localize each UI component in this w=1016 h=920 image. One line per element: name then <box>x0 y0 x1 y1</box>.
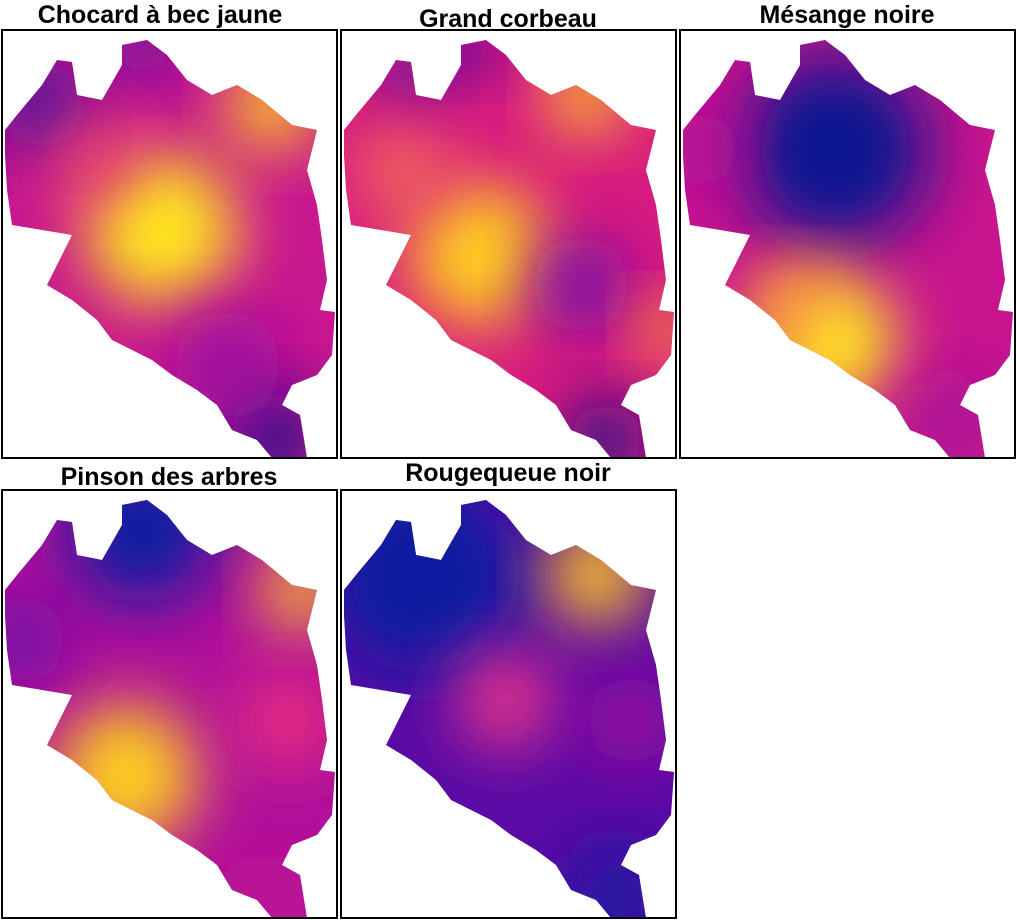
map-panel <box>340 489 677 919</box>
heatmap-blob <box>5 595 67 685</box>
heatmap-blob <box>52 120 132 200</box>
heatmap-blob <box>107 40 177 80</box>
panel-frame <box>1 29 338 459</box>
heatmap-blob <box>636 300 674 360</box>
heatmap <box>344 500 674 918</box>
heatmap-blob <box>546 55 626 135</box>
panel-title: Pinson des arbres <box>61 463 278 491</box>
heatmap-blob <box>172 310 282 420</box>
panel-frame <box>1 489 338 919</box>
panel-frame <box>679 29 1016 459</box>
panel-frame <box>340 489 677 919</box>
heatmap <box>344 40 674 458</box>
panel-frame <box>340 29 677 459</box>
heatmap-blob <box>344 500 521 675</box>
heatmap-blob <box>566 400 646 458</box>
map-panel <box>679 29 1016 459</box>
panel-title: Chocard à bec jaune <box>38 1 283 29</box>
heatmap-blob <box>740 55 930 245</box>
map-panel <box>340 29 677 459</box>
heatmap-blob <box>683 110 740 190</box>
heatmap-blob <box>910 380 990 458</box>
heatmap-blob <box>242 675 332 765</box>
heatmap-blob <box>67 500 217 605</box>
panel-title: Rougequeue noir <box>405 459 611 487</box>
heatmap-blob <box>262 550 335 630</box>
heatmap-blob <box>750 265 830 345</box>
map-panel <box>1 489 338 919</box>
heatmap <box>5 500 335 918</box>
heatmap-blob <box>546 525 646 625</box>
heatmap-blob <box>531 235 631 335</box>
heatmap <box>683 40 1013 458</box>
panel-title: Mésange noire <box>759 1 934 29</box>
heatmap-blob <box>356 125 446 215</box>
panel-title: Grand corbeau <box>419 5 597 33</box>
heatmap-blob <box>87 155 237 305</box>
map-panel <box>1 29 338 459</box>
heatmap-blob <box>586 675 674 765</box>
heatmap-blob <box>456 650 556 750</box>
heatmap-blob <box>411 185 551 325</box>
heatmap-blob <box>57 705 197 845</box>
heatmap-blob <box>376 40 446 105</box>
heatmap <box>5 40 335 458</box>
heatmap-blob <box>227 60 317 150</box>
